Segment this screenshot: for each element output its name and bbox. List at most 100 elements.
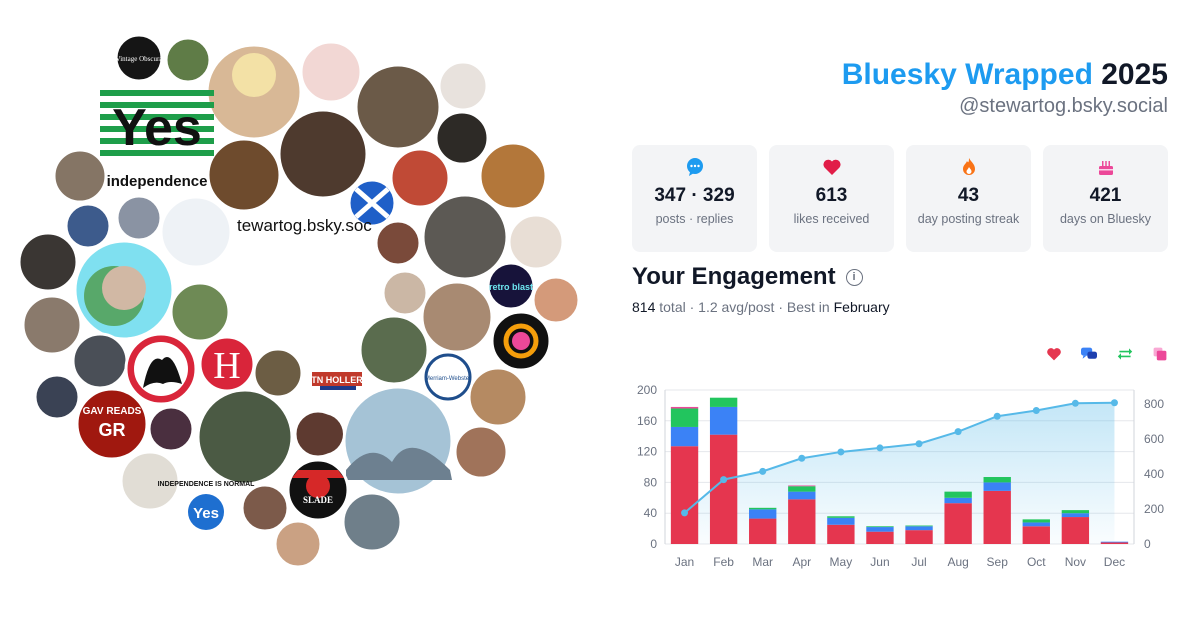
- retro-blast-bubble[interactable]: retro blast: [486, 261, 536, 311]
- reposts-bar: [983, 477, 1011, 483]
- avatar[interactable]: [437, 60, 489, 112]
- stat-card-days: 421 days on Bluesky: [1043, 145, 1168, 252]
- quotes-legend-icon[interactable]: [1152, 346, 1168, 367]
- page-title: Bluesky Wrapped 2025: [842, 58, 1168, 92]
- avatar[interactable]: [381, 269, 429, 317]
- x-tick-label: Feb: [713, 555, 734, 569]
- avatar[interactable]: [434, 110, 490, 166]
- x-tick-label: Jun: [870, 555, 889, 569]
- cumulative-point: [993, 412, 1001, 420]
- slade-bubble[interactable]: SLADE: [286, 458, 350, 522]
- replies-bar: [670, 426, 699, 447]
- avatar[interactable]: [52, 148, 108, 204]
- reposts-bar: [944, 491, 972, 498]
- black-cat-bubble[interactable]: [124, 332, 198, 406]
- cake-icon: [1043, 157, 1168, 179]
- replies-bar: [788, 491, 816, 500]
- cumulative-point: [1110, 399, 1118, 407]
- likes-bar: [1022, 526, 1050, 544]
- indy-yes-text: Yes: [193, 505, 219, 522]
- avatar[interactable]: [277, 108, 369, 200]
- y2-tick-label: 600: [1144, 432, 1164, 446]
- reposts-bar: [905, 525, 933, 527]
- stat-value: 347 · 329: [654, 185, 735, 206]
- likes-legend-icon[interactable]: [1046, 346, 1062, 367]
- avatar[interactable]: [420, 280, 494, 354]
- reposts-legend-icon[interactable]: [1116, 346, 1134, 367]
- avatar[interactable]: [531, 275, 581, 325]
- avatar[interactable]: [389, 147, 451, 209]
- stat-value: 43: [957, 185, 980, 206]
- stat-card-streak: 43 day posting streak: [906, 145, 1031, 252]
- engagement-best-month: February: [833, 299, 890, 315]
- avatar[interactable]: [467, 366, 529, 428]
- avatar[interactable]: [354, 63, 442, 151]
- avatar[interactable]: [33, 373, 81, 421]
- avatar[interactable]: [252, 347, 304, 399]
- reposts-bar: [709, 397, 738, 407]
- y2-tick-label: 0: [1144, 537, 1151, 551]
- stat-value: 613: [815, 185, 848, 206]
- avatar[interactable]: [147, 405, 195, 453]
- avatar[interactable]: [206, 137, 282, 213]
- x-tick-label: Apr: [792, 555, 811, 569]
- rebel-logo-bubble[interactable]: [490, 310, 552, 372]
- replies-bar: [1100, 541, 1129, 543]
- reposts-bar: [1022, 519, 1050, 523]
- cumulative-point: [915, 440, 923, 448]
- y-tick-label: 120: [637, 445, 657, 459]
- indy-yes-bubble[interactable]: Yes INDEPENDENCE IS NORMAL: [158, 475, 256, 549]
- h-logo-bubble[interactable]: H: [198, 335, 256, 393]
- avatar[interactable]: [240, 483, 290, 533]
- avatar[interactable]: [196, 388, 294, 486]
- stat-label: likes received: [793, 212, 870, 226]
- reposts-bar: [1061, 510, 1090, 514]
- replies-bar: [709, 406, 738, 435]
- merriam-logo-text: Merriam-Webster: [425, 376, 471, 382]
- gr-logo-text: GR: [99, 420, 126, 440]
- avatar[interactable]: [358, 314, 430, 386]
- vintage-obscura-bubble[interactable]: Vintage Obscura: [114, 33, 164, 83]
- tnholler-logo-text: TN HOLLER: [311, 375, 363, 385]
- avatar[interactable]: [421, 193, 509, 281]
- y-tick-label: 0: [650, 537, 657, 551]
- avatar[interactable]: [115, 194, 163, 242]
- avatar[interactable]: [119, 450, 181, 512]
- avatar[interactable]: [169, 281, 231, 343]
- avatar[interactable]: [478, 141, 548, 211]
- likes-bar: [788, 499, 816, 544]
- avatar[interactable]: [507, 213, 565, 271]
- avatar[interactable]: [341, 491, 403, 553]
- avatar[interactable]: [164, 36, 212, 84]
- avatar[interactable]: [17, 231, 79, 293]
- avatar[interactable]: [453, 424, 509, 480]
- yes-logo-bubble[interactable]: Yes independence: [98, 74, 216, 192]
- avatar[interactable]: [71, 332, 129, 390]
- avatar[interactable]: [159, 195, 233, 269]
- avatar-cloud-svg: Yes independence Vintage Obscura H GAV R…: [17, 33, 581, 569]
- tn-holler-bubble[interactable]: TN HOLLER: [311, 372, 363, 390]
- x-tick-label: Dec: [1104, 555, 1125, 569]
- flag-sticker-bubble[interactable]: [303, 414, 343, 454]
- y-tick-label: 160: [637, 414, 657, 428]
- gav-reads-bubble[interactable]: GAV READS GR: [75, 387, 149, 461]
- info-icon[interactable]: i: [845, 269, 863, 287]
- avatar[interactable]: [21, 294, 83, 356]
- likes-bar: [905, 530, 933, 544]
- avatar[interactable]: [299, 40, 363, 104]
- saltire-bubble[interactable]: [347, 178, 397, 228]
- flame-icon: [906, 157, 1031, 179]
- gav-logo-text: GAV READS: [83, 406, 142, 417]
- likes-bar: [944, 503, 972, 544]
- quotes-bar: [670, 406, 699, 409]
- avatar[interactable]: [64, 202, 112, 250]
- likes-bar: [866, 531, 894, 544]
- avatar[interactable]: [374, 219, 422, 267]
- likes-bar: [827, 524, 855, 544]
- engagement-summary: 814 total · 1.2 avg/post · Best in Febru…: [632, 299, 890, 315]
- x-tick-label: Oct: [1027, 555, 1046, 569]
- merriam-webster-bubble[interactable]: Merriam-Webster: [424, 353, 472, 401]
- avatar[interactable]: [273, 519, 323, 569]
- replies-legend-icon[interactable]: [1080, 346, 1098, 367]
- cumulative-line: [683, 401, 1115, 514]
